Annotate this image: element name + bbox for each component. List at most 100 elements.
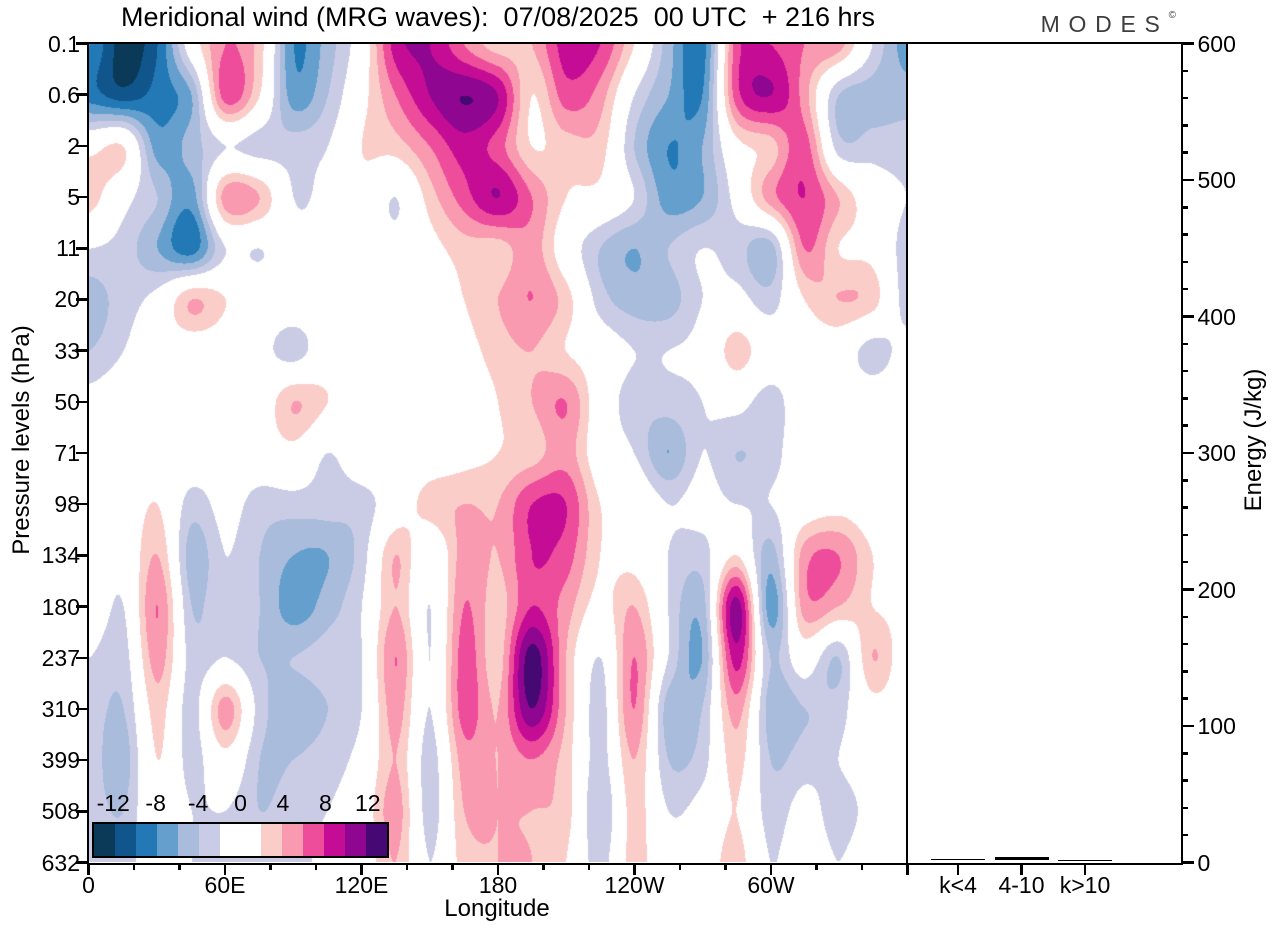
- energy-minor-tick: [1180, 642, 1188, 646]
- energy-tick-label: 200: [1197, 576, 1236, 603]
- energy-tick-label: 500: [1197, 167, 1236, 193]
- energy-minor-tick: [1180, 369, 1188, 373]
- pressure-tick-label: 508: [41, 798, 80, 825]
- pressure-tick: [75, 810, 89, 813]
- energy-tick-label: 600: [1197, 30, 1236, 57]
- longitude-minor-tick: [314, 862, 318, 870]
- pressure-tick-label: 180: [41, 593, 80, 620]
- energy-tick: [1180, 861, 1194, 864]
- pressure-tick: [75, 861, 89, 864]
- colorbar-cell: [114, 824, 136, 856]
- colorbar-cell: [365, 824, 387, 856]
- energy-minor-tick: [1180, 151, 1188, 154]
- pressure-tick: [75, 42, 89, 45]
- longitude-tick: [496, 862, 500, 875]
- pressure-tick: [75, 451, 89, 455]
- energy-minor-tick: [1180, 697, 1188, 700]
- energy-tick-label: 400: [1197, 303, 1236, 330]
- pressure-tick: [75, 605, 89, 608]
- energy-tick-label: 100: [1197, 713, 1236, 739]
- pressure-tick-label: 33: [54, 337, 80, 364]
- energy-tick: [1180, 451, 1194, 455]
- pressure-tick: [75, 554, 89, 557]
- longitude-tick: [223, 862, 227, 875]
- energy-tick-label: 0: [1197, 849, 1211, 876]
- longitude-minor-tick: [724, 862, 727, 870]
- colorbar-cell: [198, 824, 220, 856]
- colorbar-tick-label: 4: [276, 790, 290, 816]
- energy-minor-tick: [1180, 260, 1188, 264]
- colorbar-tick-label: 12: [354, 790, 381, 816]
- pressure-tick-label: 0.6: [48, 81, 80, 108]
- longitude-tick: [633, 862, 636, 875]
- pressure-tick-label: 2: [67, 132, 80, 159]
- colorbar-cell: [303, 824, 325, 856]
- pressure-tick: [75, 656, 89, 659]
- colorbar-cell: [135, 824, 157, 856]
- energy-minor-tick: [1180, 96, 1188, 100]
- pressure-tick-label: 20: [54, 286, 80, 313]
- pressure-tick-label: 5: [67, 184, 80, 211]
- chart-title: Meridional wind (MRG waves): 07/08/2025 …: [120, 2, 876, 32]
- pressure-tick: [75, 298, 89, 301]
- pressure-tick-label: 0.1: [48, 30, 80, 57]
- energy-minor-tick: [1180, 124, 1188, 127]
- energy-bar: [1058, 859, 1112, 861]
- modes-logo-mark: ©: [1168, 10, 1176, 21]
- colorbar: [92, 822, 389, 858]
- energy-minor-tick: [1180, 670, 1188, 673]
- energy-bar: [931, 858, 985, 861]
- longitude-minor-tick: [405, 862, 409, 870]
- longitude-axis-label: Longitude: [444, 895, 550, 922]
- colorbar-cell: [219, 824, 241, 856]
- longitude-minor-tick: [132, 862, 136, 870]
- longitude-minor-tick: [451, 862, 454, 870]
- energy-minor-tick: [1180, 615, 1188, 619]
- contour-field: [89, 44, 907, 862]
- longitude-minor-tick: [542, 862, 545, 870]
- longitude-tick: [87, 862, 90, 875]
- longitude-tick-label: 120W: [604, 872, 665, 898]
- energy-minor-tick: [1180, 833, 1188, 837]
- pressure-tick-label: 134: [41, 542, 80, 569]
- pressure-tick-label: 399: [41, 747, 80, 774]
- colorbar-cell: [177, 824, 199, 856]
- energy-minor-tick: [1180, 206, 1188, 209]
- colorbar-cell: [282, 824, 304, 856]
- colorbar-cell: [261, 824, 283, 856]
- pressure-tick: [75, 93, 89, 96]
- longitude-minor-tick: [587, 862, 591, 870]
- longitude-minor-tick: [860, 862, 864, 870]
- category-tick: [1083, 862, 1087, 875]
- colorbar-cell: [240, 824, 262, 856]
- pressure-tick-label: 11: [56, 235, 80, 262]
- energy-minor-tick: [1180, 479, 1188, 482]
- energy-minor-tick: [1180, 342, 1188, 346]
- energy-minor-tick: [1180, 397, 1188, 400]
- longitude-tick-label: 120E: [334, 872, 389, 898]
- pressure-tick-label: 50: [54, 388, 80, 415]
- pressure-tick-label: 632: [41, 849, 80, 876]
- pressure-tick-label: 237: [41, 644, 80, 671]
- colorbar-cell: [345, 824, 366, 856]
- energy-minor-tick: [1180, 69, 1188, 73]
- energy-minor-tick: [1180, 233, 1188, 236]
- colorbar-cell: [324, 824, 346, 856]
- colorbar-tick-label: -8: [145, 790, 166, 816]
- category-label: k>10: [1059, 872, 1111, 898]
- colorbar-cell: [156, 824, 178, 856]
- pressure-tick: [75, 502, 89, 506]
- longitude-tick-label: 0: [82, 872, 95, 898]
- longitude-tick: [769, 862, 773, 875]
- pressure-tick: [75, 400, 89, 404]
- pressure-tick: [75, 349, 89, 352]
- energy-tick: [1180, 588, 1194, 591]
- energy-minor-tick: [1180, 560, 1188, 564]
- category-tick: [1020, 862, 1023, 875]
- pressure-tick: [75, 144, 89, 148]
- colorbar-cell: [94, 824, 115, 856]
- category-tick: [956, 862, 960, 875]
- colorbar-tick-label: -12: [96, 790, 130, 816]
- energy-tick: [1180, 315, 1194, 318]
